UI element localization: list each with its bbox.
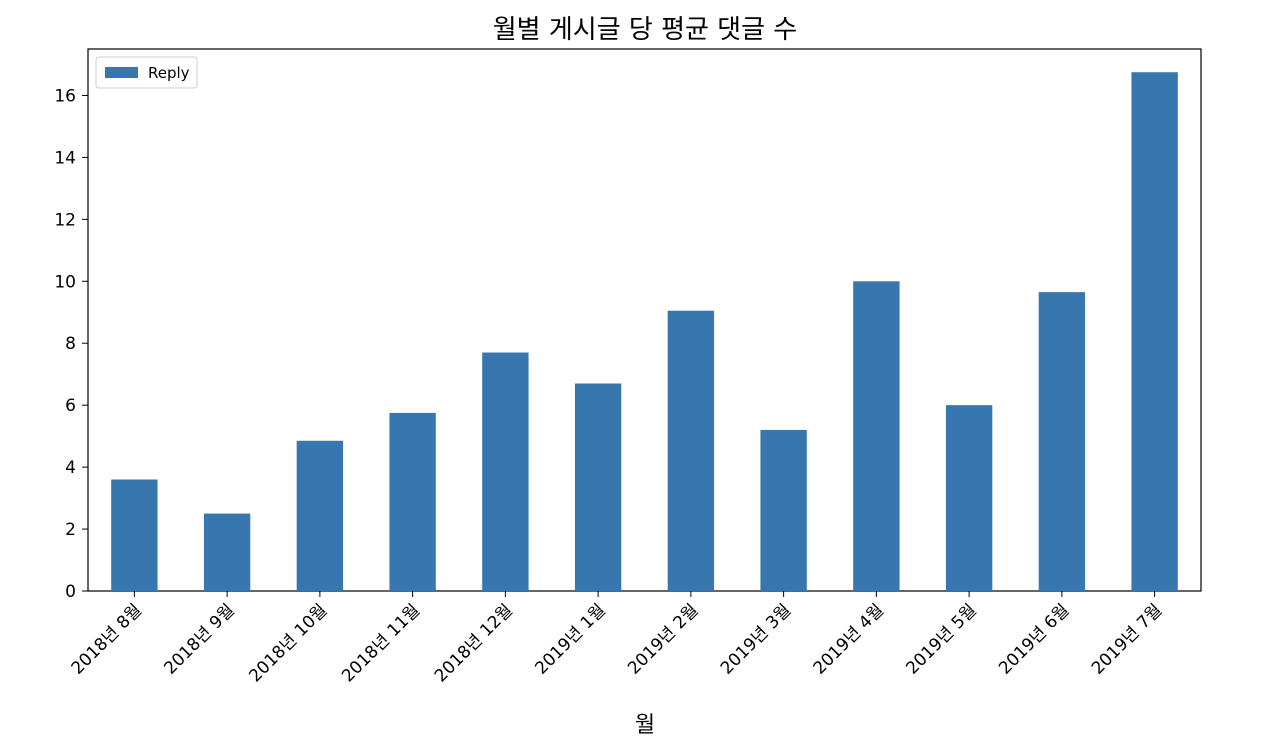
legend-box	[95, 56, 198, 89]
y-tick-label: 4	[65, 458, 76, 478]
x-tick-label: 2019년 4월	[810, 600, 888, 678]
bar-3	[296, 440, 344, 591]
x-axis-label: 월	[635, 713, 655, 738]
x-tick-label: 2018년 11월	[338, 600, 424, 686]
y-tick-label: 6	[65, 396, 76, 416]
bars-group	[111, 72, 1178, 591]
x-tick-label: 2019년 3월	[717, 600, 795, 678]
y-tick-label: 10	[54, 272, 76, 292]
y-tick-label: 12	[54, 210, 76, 230]
y-tick-label: 0	[65, 582, 76, 602]
bar-6	[574, 383, 622, 591]
bar-5	[482, 352, 529, 591]
x-tick-label: 2018년 9월	[160, 600, 238, 678]
chart-title: 월별 게시글 당 평균 댓글 수	[493, 15, 797, 45]
bar-10	[945, 405, 993, 591]
legend-swatch	[105, 67, 138, 78]
bar-9	[853, 281, 900, 591]
x-axis: 2018년 8월 2018년 9월 2018년 10월 2018년 11월 2018년 …	[68, 591, 1166, 686]
legend: Reply	[95, 56, 198, 89]
plot-area	[87, 48, 1202, 592]
y-tick-label: 16	[54, 86, 76, 106]
y-tick-label: 14	[54, 148, 76, 168]
bar-2	[203, 513, 251, 591]
x-tick-label: 2019년 6월	[995, 600, 1073, 678]
bar-12	[1131, 72, 1178, 591]
x-tick-label: 2018년 8월	[68, 600, 146, 678]
x-tick-label: 2018년 12월	[431, 600, 517, 686]
legend-label: Reply	[148, 64, 190, 82]
bar-11	[1038, 292, 1086, 591]
bar-7	[667, 310, 715, 591]
x-tick-label: 2018년 10월	[245, 600, 331, 686]
x-tick-label: 2019년 2월	[624, 600, 702, 678]
bar-8	[760, 429, 807, 591]
y-tick-label: 2	[65, 520, 76, 540]
bar-4	[389, 412, 436, 591]
x-tick-label: 2019년 7월	[1088, 600, 1166, 678]
y-tick-label: 8	[65, 334, 76, 354]
x-tick-label: 2019년 1월	[531, 600, 609, 678]
y-axis: 0 2 4 6 8 10 12 14 16	[54, 86, 88, 602]
x-tick-label: 2019년 5월	[902, 600, 980, 678]
bar-1	[111, 479, 158, 591]
